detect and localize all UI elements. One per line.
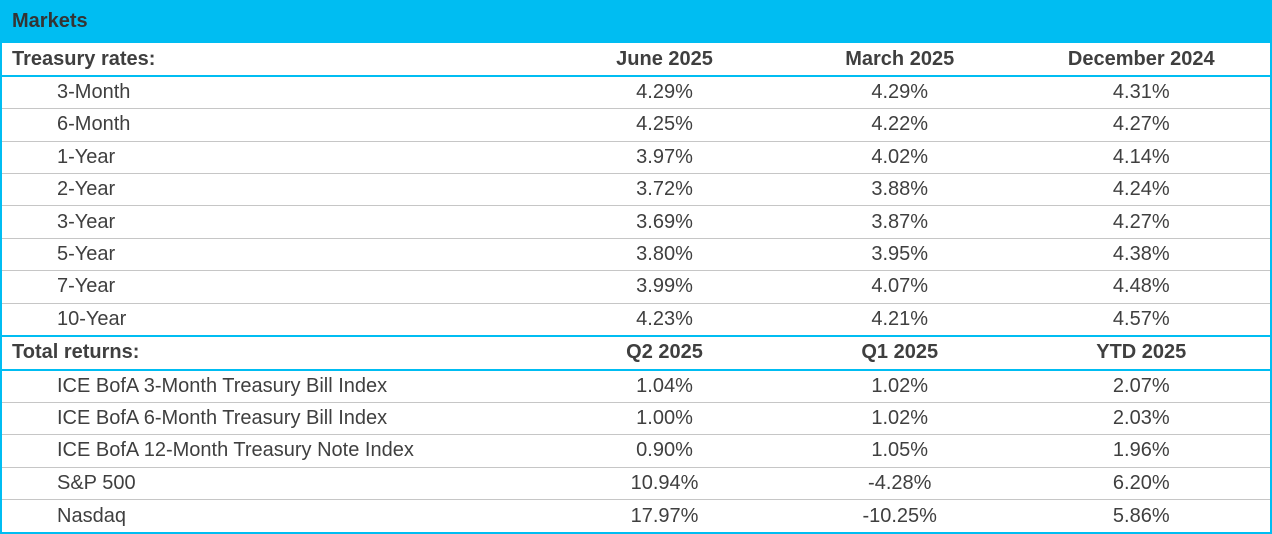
cell-value: 4.38% [1112, 243, 1170, 266]
cell-value: 17.97% [630, 504, 699, 527]
cell-value: 2.07% [1112, 374, 1170, 397]
cell-value: 1.02% [871, 374, 929, 397]
cell-value: 4.02% [871, 145, 929, 168]
table-row: ICE BofA 12-Month Treasury Note Index 0.9… [2, 435, 1270, 468]
panel-title: Markets [12, 10, 88, 32]
cell-value: 3.87% [871, 210, 929, 233]
cell-value: 3.97% [636, 145, 693, 168]
cell-value: 3.69% [636, 210, 693, 233]
column-header: Q1 2025 [861, 341, 939, 364]
cell-value: 2.03% [1112, 407, 1170, 430]
cell-value: 4.24% [1112, 178, 1170, 201]
cell-value: 3.72% [636, 178, 693, 201]
row-label: 1-Year [57, 145, 116, 168]
section-label: Treasury rates: [12, 47, 156, 70]
cell-value: 4.07% [871, 275, 929, 298]
table-row: 3-Year 3.69% 3.87% 4.27% [2, 206, 1270, 239]
table-row: 6-Month 4.25% 4.22% 4.27% [2, 109, 1270, 142]
cell-value: 6.20% [1112, 471, 1170, 494]
cell-value: 4.27% [1112, 113, 1170, 136]
column-header: December 2024 [1067, 47, 1215, 70]
table-row: 2-Year 3.72% 3.88% 4.24% [2, 174, 1270, 206]
row-label: Nasdaq [57, 504, 126, 527]
row-label: ICE BofA 12-Month Treasury Note Index [57, 439, 414, 462]
cell-value: 4.57% [1112, 307, 1170, 330]
row-label: 7-Year [57, 275, 116, 298]
row-label: 10-Year [57, 307, 127, 330]
row-label: 3-Year [57, 210, 116, 233]
cell-value: 1.02% [871, 407, 929, 430]
row-label: ICE BofA 6-Month Treasury Bill Index [57, 407, 388, 430]
table-row: S&P 500 10.94% -4.28% 6.20% [2, 467, 1270, 500]
cell-value: 10.94% [630, 471, 699, 494]
table-row: 3-Month 4.29% 4.29% 4.31% [2, 76, 1270, 109]
markets-table: Treasury rates: June 2025 March 2025 Decemb… [2, 41, 1270, 532]
section-label: Total returns: [12, 341, 140, 364]
cell-value: 0.90% [636, 439, 693, 462]
cell-value: 4.14% [1112, 145, 1170, 168]
column-header: March 2025 [845, 47, 955, 70]
row-label: 2-Year [57, 178, 116, 201]
table-row: 7-Year 3.99% 4.07% 4.48% [2, 271, 1270, 304]
row-label: 6-Month [57, 113, 131, 136]
table-row: 5-Year 3.80% 3.95% 4.38% [2, 238, 1270, 271]
cell-value: 4.25% [636, 113, 693, 136]
table-row: ICE BofA 6-Month Treasury Bill Index 1.00… [2, 402, 1270, 435]
cell-value: 4.27% [1112, 210, 1170, 233]
table-row: 10-Year 4.23% 4.21% 4.57% [2, 303, 1270, 336]
row-label: 5-Year [57, 243, 116, 266]
cell-value: 1.96% [1112, 439, 1170, 462]
panel-title-bar: Markets [2, 2, 1270, 41]
cell-value: -4.28% [868, 471, 932, 494]
cell-value: 4.21% [871, 307, 929, 330]
table-row: ICE BofA 3-Month Treasury Bill Index 1.04… [2, 370, 1270, 403]
cell-value: -10.25% [862, 504, 937, 527]
cell-value: 3.95% [871, 243, 929, 266]
cell-value: 4.29% [871, 81, 929, 104]
row-label: ICE BofA 3-Month Treasury Bill Index [57, 374, 388, 397]
section-header-row: Total returns: Q2 2025 Q1 2025 YTD 2025 [2, 335, 1270, 370]
cell-value: 1.00% [636, 407, 693, 430]
table-row: 1-Year 3.97% 4.02% 4.14% [2, 141, 1270, 174]
column-header: June 2025 [616, 47, 713, 70]
cell-value: 1.04% [636, 374, 693, 397]
cell-value: 3.99% [636, 275, 693, 298]
cell-value: 4.31% [1112, 81, 1170, 104]
section-header-row: Treasury rates: June 2025 March 2025 Decemb… [2, 42, 1270, 77]
cell-value: 4.22% [871, 113, 929, 136]
cell-value: 4.48% [1112, 275, 1170, 298]
table-row: Nasdaq 17.97% -10.25% 5.86% [2, 500, 1270, 533]
cell-value: 3.88% [871, 178, 929, 201]
column-header: Q2 2025 [626, 341, 703, 364]
cell-value: 3.80% [636, 243, 693, 266]
row-label: 3-Month [57, 81, 131, 104]
cell-value: 1.05% [871, 439, 929, 462]
cell-value: 4.29% [636, 81, 693, 104]
cell-value: 5.86% [1112, 504, 1170, 527]
column-header: YTD 2025 [1096, 341, 1187, 364]
row-label: S&P 500 [57, 471, 136, 494]
cell-value: 4.23% [636, 307, 693, 330]
